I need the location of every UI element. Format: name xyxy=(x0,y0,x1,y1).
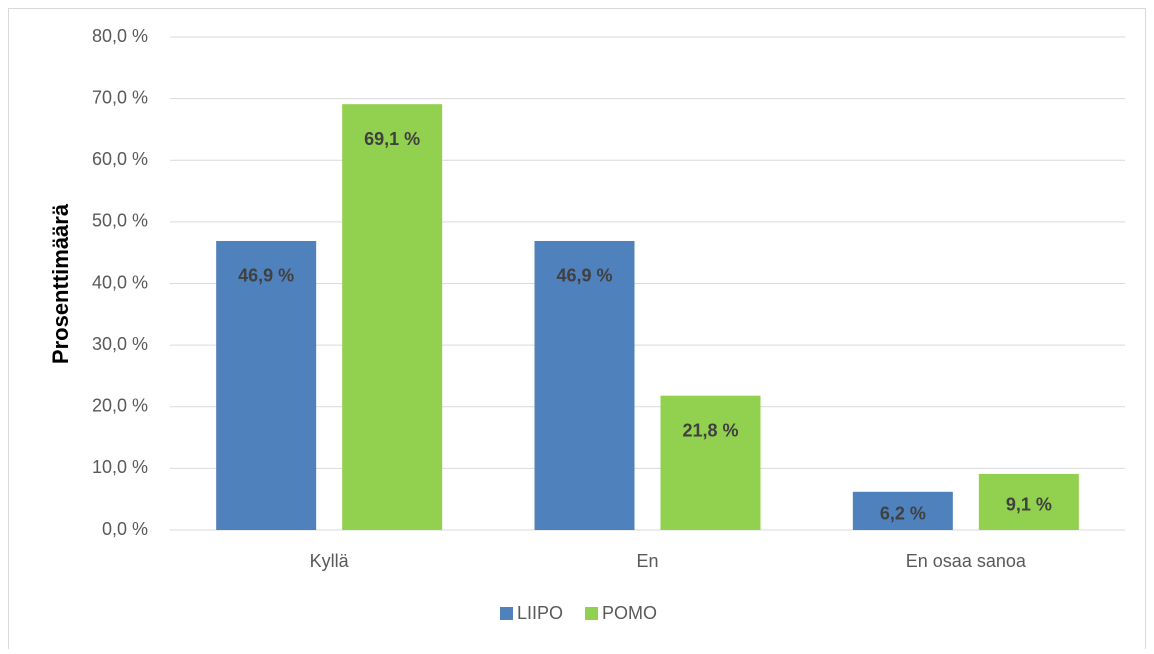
y-tick-label: 20,0 % xyxy=(92,396,148,416)
y-tick-label: 10,0 % xyxy=(92,457,148,477)
y-axis-label: Prosenttimäärä xyxy=(48,203,73,364)
bar xyxy=(660,395,761,530)
data-label: 46,9 % xyxy=(238,266,294,286)
y-tick-label: 80,0 % xyxy=(92,26,148,46)
data-label: 46,9 % xyxy=(556,266,612,286)
legend-label: LIIPO xyxy=(517,603,563,623)
x-tick-label: Kyllä xyxy=(310,551,350,571)
bar xyxy=(852,491,953,530)
y-tick-label: 50,0 % xyxy=(92,211,148,231)
y-tick-label: 0,0 % xyxy=(102,519,148,539)
y-tick-label: 70,0 % xyxy=(92,87,148,107)
data-label: 9,1 % xyxy=(1006,495,1052,515)
x-tick-label: En xyxy=(636,551,658,571)
data-label: 6,2 % xyxy=(880,504,926,524)
bar xyxy=(978,473,1079,530)
data-label: 21,8 % xyxy=(682,420,738,440)
data-label: 69,1 % xyxy=(364,129,420,149)
y-tick-label: 30,0 % xyxy=(92,334,148,354)
legend-swatch xyxy=(500,607,513,620)
bar xyxy=(534,240,635,530)
bar xyxy=(342,104,443,530)
y-tick-label: 40,0 % xyxy=(92,272,148,292)
y-tick-label: 60,0 % xyxy=(92,149,148,169)
bar xyxy=(216,240,317,530)
x-tick-label: En osaa sanoa xyxy=(906,551,1027,571)
legend-label: POMO xyxy=(602,603,657,623)
legend-swatch xyxy=(585,607,599,620)
